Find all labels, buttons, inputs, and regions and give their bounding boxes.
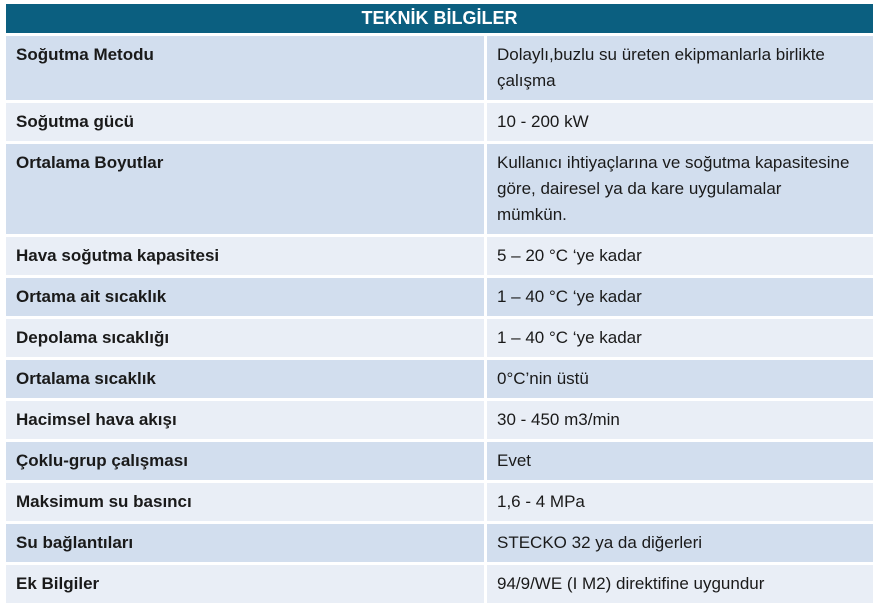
spec-value: Dolaylı,buzlu su üreten ekipmanlarla bir… [487,36,873,100]
table-row: Su bağlantıları STECKO 32 ya da diğerleri [6,524,873,562]
spec-label: Ortalama sıcaklık [6,360,484,398]
table-row: Çoklu-grup çalışması Evet [6,442,873,480]
spec-value: 10 - 200 kW [487,103,873,141]
spec-label: Su bağlantıları [6,524,484,562]
spec-value: 30 - 450 m3/min [487,401,873,439]
spec-label: Hava soğutma kapasitesi [6,237,484,275]
table-row: Soğutma gücü 10 - 200 kW [6,103,873,141]
spec-value: 1 – 40 °C ‘ye kadar [487,278,873,316]
spec-value: 5 – 20 °C ‘ye kadar [487,237,873,275]
spec-label: Ek Bilgiler [6,565,484,603]
spec-value: 1,6 - 4 MPa [487,483,873,521]
table-row: Soğutma Metodu Dolaylı,buzlu su üreten ek… [6,36,873,100]
spec-value: 94/9/WE (I M2) direktifine uygundur [487,565,873,603]
spec-label: Soğutma Metodu [6,36,484,100]
table-row: Ek Bilgiler 94/9/WE (I M2) direktifine uy… [6,565,873,603]
spec-label: Çoklu-grup çalışması [6,442,484,480]
spec-label: Ortalama Boyutlar [6,144,484,234]
spec-value: Kullanıcı ihtiyaçlarına ve soğutma kapas… [487,144,873,234]
spec-value: STECKO 32 ya da diğerleri [487,524,873,562]
spec-label: Soğutma gücü [6,103,484,141]
spec-label: Depolama sıcaklığı [6,319,484,357]
spec-label: Maksimum su basıncı [6,483,484,521]
table-title: TEKNİK BİLGİLER [6,4,873,33]
table-row: Ortama ait sıcaklık 1 – 40 °C ‘ye kadar [6,278,873,316]
spec-label: Ortama ait sıcaklık [6,278,484,316]
table-row: Depolama sıcaklığı 1 – 40 °C ‘ye kadar [6,319,873,357]
spec-value: 0°C’nin üstü [487,360,873,398]
spec-value: Evet [487,442,873,480]
table-row: Ortalama sıcaklık 0°C’nin üstü [6,360,873,398]
table-row: Ortalama Boyutlar Kullanıcı ihtiyaçlarına… [6,144,873,234]
technical-info-table: TEKNİK BİLGİLER Soğutma Metodu Dolaylı,bu… [6,4,873,606]
table-row: Maksimum su basıncı 1,6 - 4 MPa [6,483,873,521]
table-row: Hava soğutma kapasitesi 5 – 20 °C ‘ye kad… [6,237,873,275]
table-row: Hacimsel hava akışı 30 - 450 m3/min [6,401,873,439]
spec-value: 1 – 40 °C ‘ye kadar [487,319,873,357]
spec-label: Hacimsel hava akışı [6,401,484,439]
